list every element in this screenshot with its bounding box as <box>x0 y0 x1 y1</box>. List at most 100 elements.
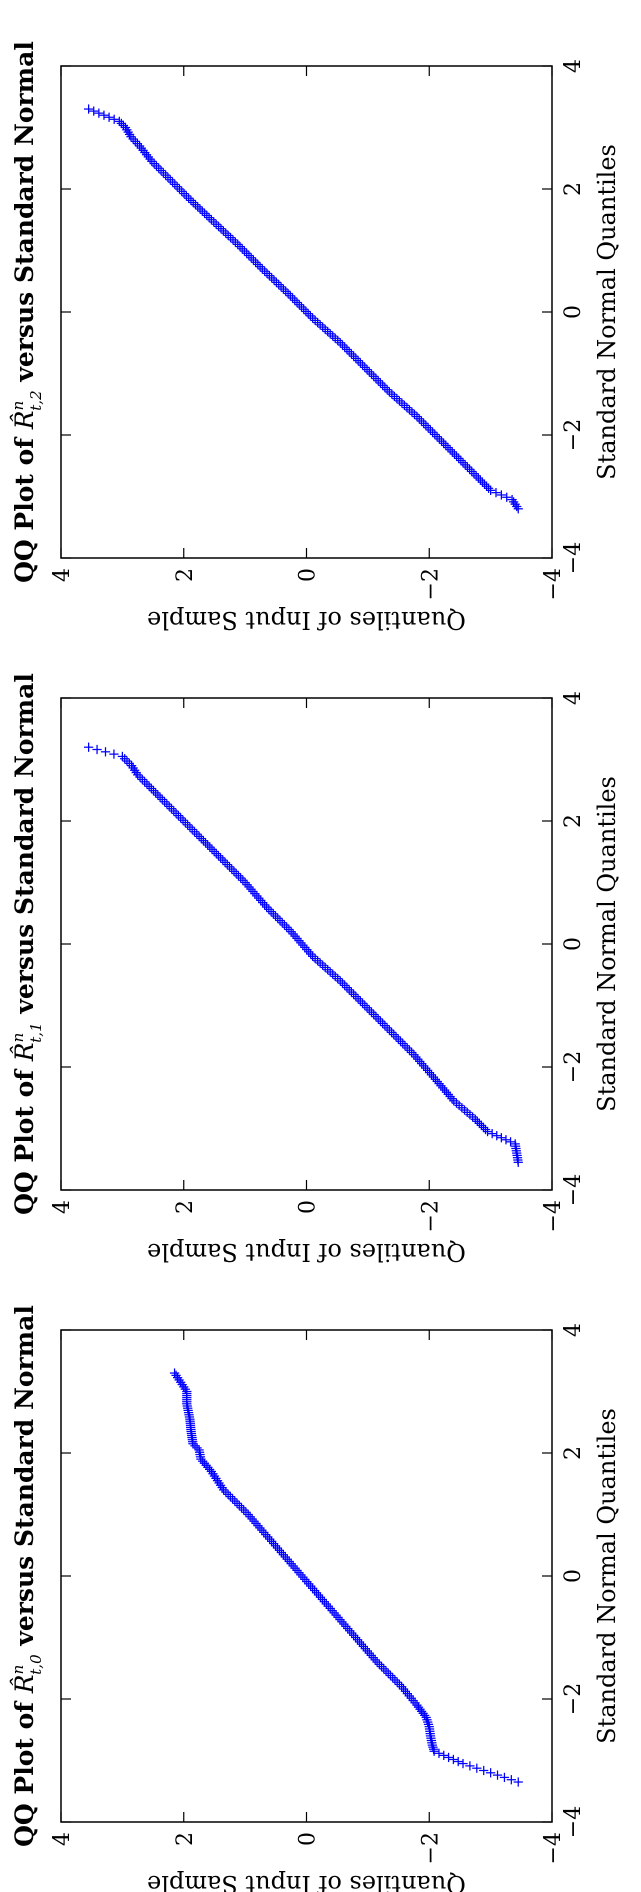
data-point <box>211 848 221 859</box>
data-point <box>169 1368 180 1378</box>
x-tick-label-4: 4 <box>561 59 586 73</box>
data-point <box>477 477 488 487</box>
x-tick-label-1: −2 <box>561 419 586 451</box>
chart-title: QQ Plot of R̂nt,1 versus Standard Normal <box>9 673 45 1215</box>
data-point <box>476 1120 487 1131</box>
data-point <box>83 742 94 752</box>
y-axis-label: Quantiles of Input Sample <box>147 1238 466 1266</box>
y-tick-label-2: 0 <box>296 568 321 582</box>
data-point <box>456 455 466 466</box>
data-point <box>441 440 451 451</box>
qq-points-group-3 <box>83 104 523 514</box>
qq-panel-2: QQ Plot of R̂nt,1 versus Standard Normal… <box>0 634 641 1266</box>
y-tick-label-4: 4 <box>50 568 75 582</box>
data-point <box>499 1772 510 1783</box>
data-point <box>438 1083 448 1093</box>
x-axis-label: Standard Normal Quantiles <box>593 1408 621 1744</box>
data-point <box>443 442 453 453</box>
data-point <box>496 490 506 500</box>
data-point <box>458 1758 468 1769</box>
data-point <box>198 836 209 846</box>
data-point <box>491 488 501 498</box>
data-point <box>502 492 512 502</box>
data-point <box>480 1124 491 1135</box>
x-tick-label-2: 0 <box>561 1569 586 1583</box>
chart-title: QQ Plot of R̂nt,2 versus Standard Normal <box>9 41 45 583</box>
data-point <box>472 1763 482 1773</box>
y-tick-label-2: 0 <box>296 1832 321 1846</box>
data-point <box>199 1458 210 1468</box>
data-point <box>447 1094 457 1104</box>
data-point <box>201 1460 211 1470</box>
data-point <box>443 1752 454 1763</box>
data-point <box>481 481 492 491</box>
data-point <box>434 1748 444 1758</box>
data-point <box>439 438 449 448</box>
data-point <box>479 479 490 489</box>
x-axis-label: Standard Normal Quantiles <box>593 776 621 1112</box>
data-point <box>445 1091 455 1102</box>
data-point <box>118 120 129 131</box>
plot-frame <box>60 1329 553 1823</box>
data-point <box>441 1087 452 1097</box>
y-tick-label-3: 2 <box>173 1200 198 1214</box>
data-point <box>100 747 111 757</box>
y-tick-label-3: 2 <box>173 568 198 582</box>
data-point <box>205 842 215 852</box>
x-axis-label: Standard Normal Quantiles <box>593 144 621 480</box>
y-tick-label-2: 0 <box>296 1200 321 1214</box>
data-point <box>487 1129 497 1139</box>
data-point <box>434 1078 444 1089</box>
data-point <box>449 449 460 459</box>
data-point <box>207 844 217 854</box>
data-point <box>114 116 124 126</box>
data-point <box>89 106 99 116</box>
x-tick-label-0: −4 <box>561 1806 586 1838</box>
data-point <box>486 1768 496 1778</box>
data-point <box>496 1133 506 1143</box>
qq-points-group-1 <box>169 1368 523 1787</box>
data-point <box>200 838 211 848</box>
y-tick-label-4: 4 <box>50 1200 75 1214</box>
data-point <box>447 447 457 457</box>
data-point <box>451 451 462 461</box>
y-tick-label-1: −2 <box>418 1200 443 1232</box>
y-axis-label: Quantiles of Input Sample <box>147 1870 466 1892</box>
data-point <box>117 751 127 762</box>
data-point <box>474 1118 484 1128</box>
data-point <box>445 445 455 455</box>
y-tick-label-4: 4 <box>50 1832 75 1846</box>
data-point <box>479 1765 489 1776</box>
x-tick-label-3: 2 <box>561 814 586 828</box>
x-tick-label-1: −2 <box>561 1683 586 1715</box>
data-point <box>196 833 206 844</box>
data-point <box>213 851 224 861</box>
data-point <box>478 1122 489 1133</box>
data-point <box>109 114 119 124</box>
data-point <box>454 453 464 463</box>
qq-points-group-2 <box>83 742 523 1167</box>
y-tick-label-3: 2 <box>173 1832 198 1846</box>
x-tick-label-1: −2 <box>561 1051 586 1083</box>
data-point <box>203 840 213 850</box>
chart-title: QQ Plot of R̂nt,0 versus Standard Normal <box>9 1305 45 1847</box>
data-point <box>448 1754 459 1765</box>
data-point <box>436 1081 446 1091</box>
data-point <box>432 1076 442 1087</box>
data-point <box>501 1135 511 1145</box>
data-point <box>492 1770 503 1780</box>
data-point <box>104 112 114 122</box>
data-point <box>439 1085 450 1095</box>
data-point <box>203 1462 213 1472</box>
x-tick-label-2: 0 <box>561 937 586 951</box>
data-point <box>483 483 494 493</box>
x-tick-label-3: 2 <box>561 182 586 196</box>
data-point <box>505 1137 516 1147</box>
data-point <box>99 110 109 120</box>
x-tick-label-3: 2 <box>561 1446 586 1460</box>
data-point <box>475 475 486 485</box>
y-tick-label-1: −2 <box>418 1832 443 1864</box>
